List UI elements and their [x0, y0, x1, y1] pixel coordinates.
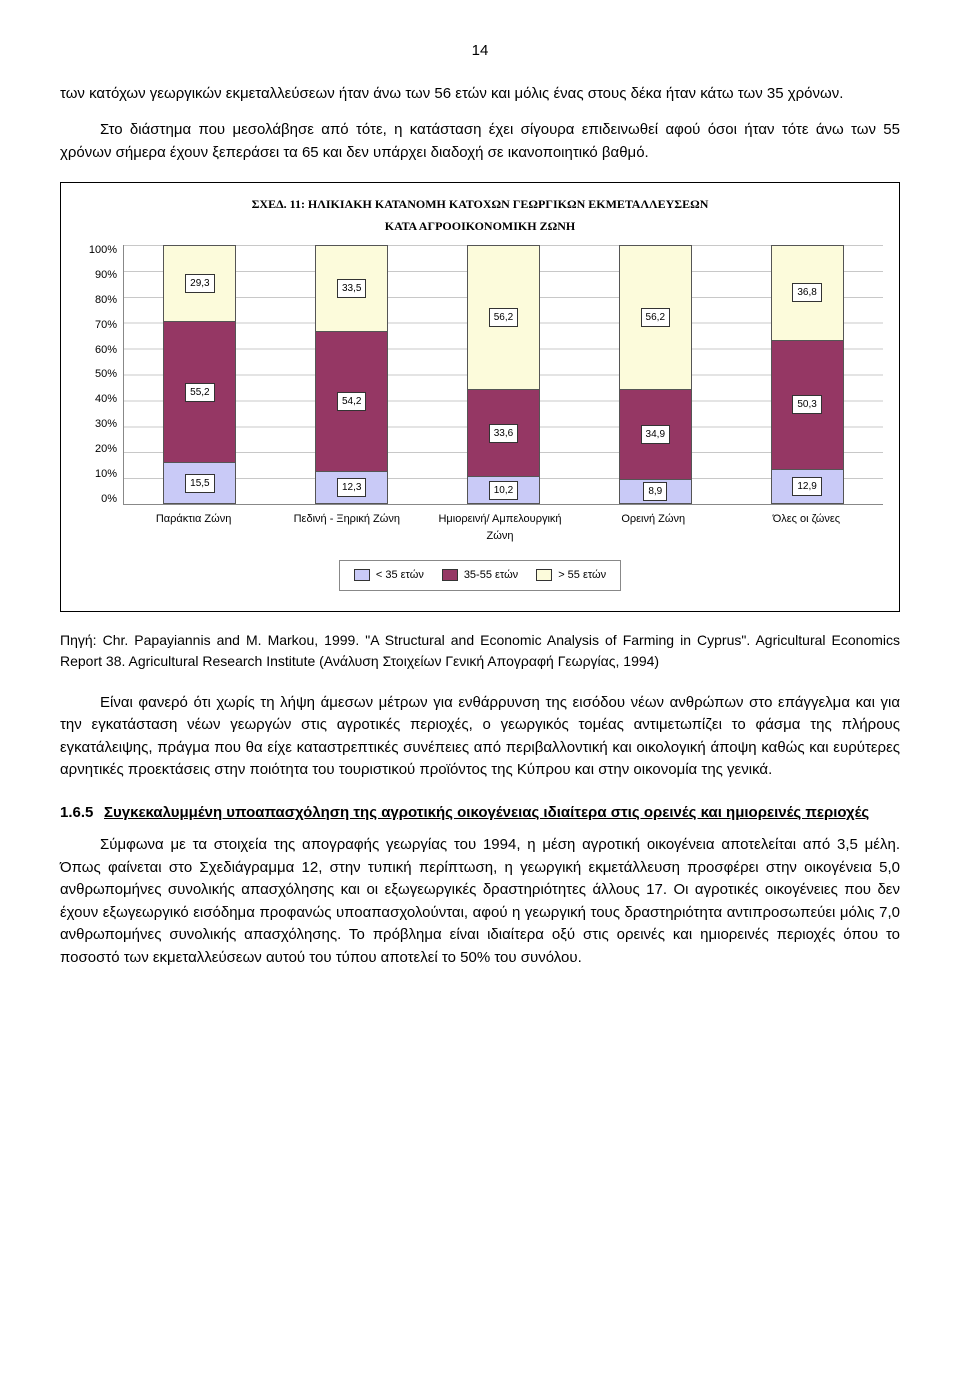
legend-item-gt55: > 55 ετών	[536, 567, 606, 584]
chart-container: ΣΧΕΔ. 11: ΗΛΙΚΙΑΚΗ ΚΑΤΑΝΟΜΗ ΚΑΤΟΧΩΝ ΓΕΩΡ…	[60, 182, 900, 612]
bar-value-label: 15,5	[185, 474, 214, 493]
y-tick: 100%	[89, 245, 117, 256]
bar-value-label: 33,5	[337, 279, 366, 298]
bar-value-label: 50,3	[792, 395, 821, 414]
bar-value-label: 12,3	[337, 478, 366, 497]
legend-swatch-lt35	[354, 569, 370, 581]
plot-area: 15,5 55,2 29,3 12,3 54,2 33,5 10,2 33,6 56,2 8,9 3…	[123, 245, 883, 505]
chart-column: 10,2 33,6 56,2	[428, 245, 580, 504]
y-tick: 20%	[95, 444, 117, 455]
x-axis-labels: Παράκτια ΖώνηΠεδινή - Ξηρική ΖώνηΗμιορει…	[117, 511, 883, 544]
y-axis: 100% 90% 80% 70% 60% 50% 40% 30% 20% 10% 0%	[77, 245, 123, 505]
chart-column: 12,9 50,3 36,8	[731, 245, 883, 504]
bar-segment-bottom: 15,5	[164, 462, 235, 503]
stacked-bar: 10,2 33,6 56,2	[467, 245, 540, 504]
bar-segment-top: 56,2	[468, 246, 539, 389]
chart-column: 12,3 54,2 33,5	[276, 245, 428, 504]
section-title: Συγκεκαλυμμένη υποαπασχόληση της αγροτικ…	[104, 802, 869, 825]
legend-label-gt55: > 55 ετών	[558, 567, 606, 584]
chart-subtitle: ΚΑΤΑ ΑΓΡΟΟΙΚΟΝΟΜΙΚΗ ΖΩΝΗ	[77, 217, 883, 235]
chart-source: Πηγή: Chr. Papayiannis and M. Markou, 19…	[60, 630, 900, 672]
legend-label-lt35: < 35 ετών	[376, 567, 424, 584]
bar-segment-bottom: 12,3	[316, 471, 387, 503]
bar-segment-mid: 34,9	[620, 389, 691, 479]
page-number: 14	[60, 40, 900, 63]
legend-swatch-35-55	[442, 569, 458, 581]
x-label: Ορεινή Ζώνη	[577, 511, 730, 544]
bar-segment-bottom: 8,9	[620, 479, 691, 503]
section-heading: 1.6.5 Συγκεκαλυμμένη υποαπασχόληση της α…	[60, 802, 900, 825]
y-tick: 40%	[95, 394, 117, 405]
chart-column: 15,5 55,2 29,3	[124, 245, 276, 504]
chart-title: ΣΧΕΔ. 11: ΗΛΙΚΙΑΚΗ ΚΑΤΑΝΟΜΗ ΚΑΤΟΧΩΝ ΓΕΩΡ…	[77, 195, 883, 213]
stacked-bar: 12,9 50,3 36,8	[771, 245, 844, 504]
legend-swatch-gt55	[536, 569, 552, 581]
y-tick: 0%	[101, 494, 117, 505]
bar-value-label: 56,2	[641, 308, 670, 327]
x-label: Παράκτια Ζώνη	[117, 511, 270, 544]
body-paragraph-1: Είναι φανερό ότι χωρίς τη λήψη άμεσων μέ…	[60, 692, 900, 782]
intro-paragraph-2: Στο διάστημα που μεσολάβησε από τότε, η …	[60, 119, 900, 164]
x-label: Ημιορεινή/ Αμπελουργική Ζώνη	[423, 511, 576, 544]
y-tick: 70%	[95, 320, 117, 331]
stacked-bar: 12,3 54,2 33,5	[315, 245, 388, 504]
bar-segment-mid: 50,3	[772, 340, 843, 469]
legend-label-35-55: 35-55 ετών	[464, 567, 518, 584]
y-tick: 90%	[95, 270, 117, 281]
bar-value-label: 8,9	[643, 482, 667, 501]
y-tick: 30%	[95, 419, 117, 430]
y-tick: 10%	[95, 469, 117, 480]
bar-value-label: 29,3	[185, 274, 214, 293]
bar-value-label: 36,8	[792, 283, 821, 302]
y-tick: 80%	[95, 295, 117, 306]
bar-segment-bottom: 12,9	[772, 469, 843, 503]
bar-segment-mid: 54,2	[316, 331, 387, 470]
bar-value-label: 34,9	[641, 425, 670, 444]
x-label: Όλες οι ζώνες	[730, 511, 883, 544]
y-tick: 50%	[95, 369, 117, 380]
bar-segment-mid: 55,2	[164, 321, 235, 463]
bar-value-label: 54,2	[337, 392, 366, 411]
bar-segment-mid: 33,6	[468, 389, 539, 476]
bar-segment-top: 56,2	[620, 246, 691, 389]
chart-legend: < 35 ετών 35-55 ετών > 55 ετών	[339, 560, 621, 591]
stacked-bar: 15,5 55,2 29,3	[163, 245, 236, 504]
bar-segment-top: 36,8	[772, 246, 843, 340]
bar-value-label: 33,6	[489, 424, 518, 443]
bar-value-label: 55,2	[185, 383, 214, 402]
bar-value-label: 12,9	[792, 477, 821, 496]
intro-paragraph-1: των κατόχων γεωργικών εκμεταλλεύσεων ήτα…	[60, 83, 900, 106]
legend-item-35-55: 35-55 ετών	[442, 567, 518, 584]
bar-value-label: 10,2	[489, 481, 518, 500]
y-tick: 60%	[95, 345, 117, 356]
chart-column: 8,9 34,9 56,2	[579, 245, 731, 504]
bar-segment-top: 33,5	[316, 246, 387, 331]
bar-segment-top: 29,3	[164, 246, 235, 321]
legend-item-lt35: < 35 ετών	[354, 567, 424, 584]
chart-plot: 100% 90% 80% 70% 60% 50% 40% 30% 20% 10% 0% 15,5 55…	[77, 245, 883, 505]
body-paragraph-2: Σύμφωνα με τα στοιχεία της απογραφής γεω…	[60, 834, 900, 969]
stacked-bar: 8,9 34,9 56,2	[619, 245, 692, 504]
x-label: Πεδινή - Ξηρική Ζώνη	[270, 511, 423, 544]
section-number: 1.6.5	[60, 802, 104, 825]
bar-value-label: 56,2	[489, 308, 518, 327]
bar-segment-bottom: 10,2	[468, 476, 539, 503]
